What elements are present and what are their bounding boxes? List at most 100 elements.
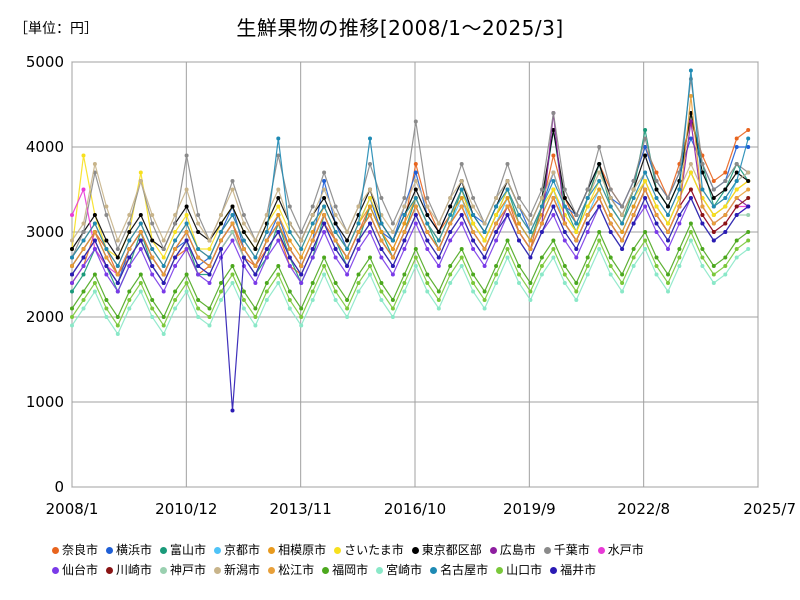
data-point (104, 315, 109, 319)
data-point (299, 315, 304, 319)
data-point (436, 264, 441, 268)
data-point (402, 272, 407, 277)
data-point (287, 247, 292, 251)
data-point (688, 221, 693, 226)
data-point (356, 238, 361, 243)
data-point (368, 255, 372, 260)
data-point (299, 306, 304, 311)
data-point (368, 272, 372, 277)
data-point (276, 204, 281, 209)
legend-marker (268, 566, 276, 574)
data-point (643, 128, 648, 132)
data-point (230, 281, 235, 285)
data-point (505, 187, 510, 192)
data-point (138, 247, 143, 251)
data-point (539, 272, 544, 277)
data-point (723, 179, 728, 183)
data-point (287, 230, 292, 234)
y-tick-label: 3000 (26, 223, 64, 241)
data-point (81, 272, 86, 277)
data-point (368, 264, 372, 268)
data-point (104, 204, 109, 209)
data-point (413, 170, 418, 175)
data-point (620, 238, 625, 243)
data-point (299, 255, 304, 260)
data-point (310, 204, 315, 209)
data-point (345, 264, 350, 268)
data-point (608, 255, 613, 260)
data-point (379, 230, 384, 234)
data-point (333, 221, 338, 226)
data-point (196, 230, 201, 234)
data-point (574, 221, 579, 226)
data-point (459, 264, 464, 268)
data-point (368, 230, 372, 234)
data-point (620, 272, 625, 277)
x-tick-label: 2022/8 (617, 500, 670, 518)
data-point (585, 221, 590, 226)
data-point (390, 238, 395, 243)
legend-label: さいたま市 (344, 543, 404, 557)
series-line (71, 222, 749, 319)
data-point (207, 264, 212, 268)
data-point (184, 281, 189, 285)
legend-item: さいたま市 (334, 540, 404, 560)
data-point (517, 196, 521, 200)
data-point (723, 196, 728, 200)
data-point (299, 230, 304, 234)
data-point (631, 255, 636, 260)
data-point (322, 196, 327, 200)
data-point (322, 264, 327, 268)
data-point (390, 247, 395, 251)
data-point (299, 281, 304, 285)
data-point (173, 221, 178, 226)
data-point (505, 179, 510, 183)
data-point (104, 272, 109, 277)
data-point (459, 162, 464, 166)
data-point (253, 306, 258, 311)
data-point (597, 145, 602, 149)
data-point (425, 281, 430, 285)
data-point (608, 221, 613, 226)
data-point (746, 247, 751, 251)
legend-label: 仙台市 (62, 563, 99, 577)
data-point (161, 264, 166, 268)
data-point (81, 264, 86, 268)
data-point (299, 247, 304, 251)
data-point (138, 272, 143, 277)
data-point (551, 213, 556, 217)
data-point (528, 255, 533, 260)
data-point (390, 230, 395, 234)
data-point (299, 238, 304, 243)
data-point (528, 281, 533, 285)
legend-label: 福岡市 (332, 563, 369, 577)
data-point (81, 255, 86, 260)
data-point (517, 281, 521, 285)
data-point (494, 196, 499, 200)
data-point (264, 281, 269, 285)
data-point (70, 323, 74, 328)
data-point (241, 306, 246, 311)
data-point (81, 230, 86, 234)
series-line (71, 70, 749, 268)
data-point (150, 247, 155, 251)
data-point (620, 221, 625, 226)
legend-marker (52, 546, 59, 554)
data-point (345, 298, 350, 302)
data-point (528, 298, 533, 302)
data-point (368, 136, 372, 141)
data-point (196, 298, 201, 302)
data-point (482, 264, 487, 268)
data-point (574, 238, 579, 243)
data-point (448, 238, 453, 243)
data-point (81, 306, 86, 311)
data-point (127, 306, 132, 311)
legend-item: 川崎市 (106, 560, 152, 580)
data-point (436, 247, 441, 251)
data-point (161, 272, 166, 277)
data-point (620, 289, 625, 294)
data-point (115, 247, 120, 251)
legend-item: 松江市 (268, 560, 314, 580)
data-point (322, 170, 327, 175)
legend-item: 水戸市 (597, 540, 644, 560)
